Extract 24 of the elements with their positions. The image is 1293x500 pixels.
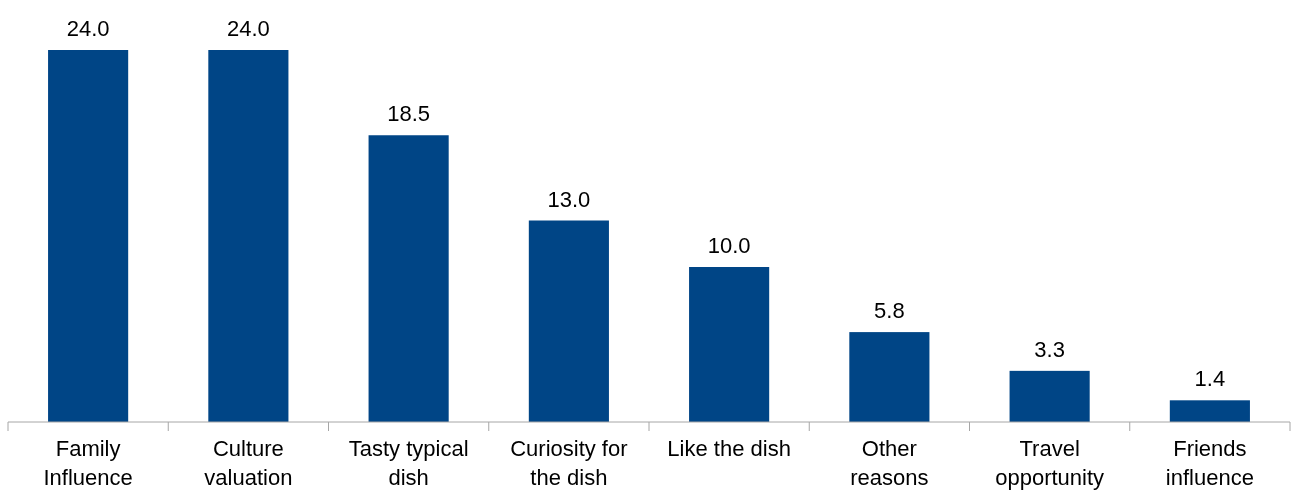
data-label: 18.5	[387, 101, 431, 127]
bar	[1169, 400, 1250, 422]
bar	[368, 135, 449, 422]
data-label: 13.0	[547, 186, 591, 212]
x-tick-label: Travel opportunity	[995, 436, 1105, 490]
x-tick-label: Tasty typical dish	[348, 436, 469, 490]
x-tick-label: Culture valuation	[204, 436, 293, 490]
bar	[1009, 370, 1090, 422]
data-label: 10.0	[707, 233, 751, 258]
data-label: 3.3	[1034, 336, 1065, 362]
bar	[48, 50, 129, 422]
x-tick-label: Family Influence	[43, 436, 133, 490]
x-tick-label: Curiosity for the dish	[510, 436, 628, 490]
bar	[528, 220, 609, 422]
data-label: 24.0	[66, 16, 110, 41]
x-tick-label: Friends influence	[1165, 436, 1254, 490]
data-label: 1.4	[1194, 366, 1226, 392]
x-tick-label: Like the dish	[667, 436, 791, 461]
data-label: 24.0	[226, 16, 270, 41]
bar	[208, 50, 289, 422]
x-tick-label: Other reasons	[850, 436, 929, 490]
data-label: 5.8	[874, 298, 905, 324]
bar	[689, 267, 770, 422]
bar	[849, 332, 930, 422]
